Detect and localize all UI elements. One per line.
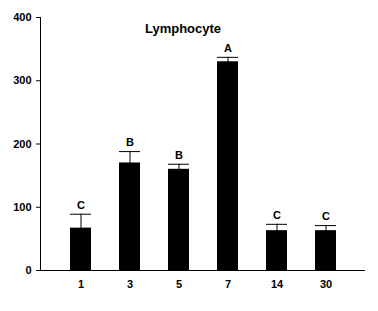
svg-text:C: C — [273, 209, 281, 221]
svg-text:C: C — [322, 210, 330, 222]
svg-text:B: B — [126, 136, 134, 148]
svg-text:Lymphocyte: Lymphocyte — [145, 21, 221, 36]
svg-text:30: 30 — [320, 278, 332, 290]
svg-text:300: 300 — [13, 74, 31, 86]
svg-text:0: 0 — [25, 264, 31, 276]
svg-text:C: C — [77, 199, 85, 211]
svg-text:400: 400 — [13, 11, 31, 23]
svg-text:14: 14 — [271, 278, 284, 290]
svg-text:200: 200 — [13, 138, 31, 150]
svg-text:A: A — [224, 42, 232, 54]
svg-text:7: 7 — [225, 278, 231, 290]
svg-text:B: B — [175, 149, 183, 161]
svg-text:1: 1 — [78, 278, 84, 290]
svg-text:3: 3 — [127, 278, 133, 290]
svg-text:5: 5 — [176, 278, 182, 290]
svg-text:100: 100 — [13, 201, 31, 213]
